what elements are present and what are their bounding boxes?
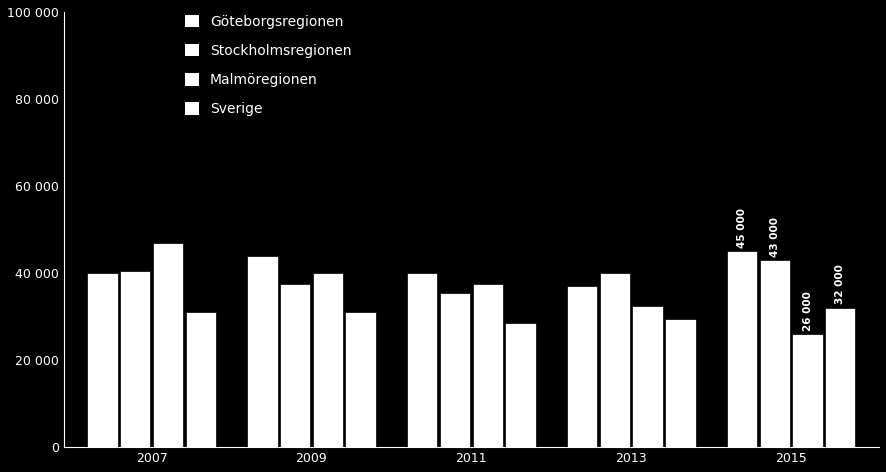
Bar (87, 273, 118, 447)
Bar (313, 273, 343, 447)
Text: 43 000: 43 000 (770, 217, 780, 257)
Bar (346, 312, 376, 447)
Bar (792, 334, 823, 447)
Text: 26 000: 26 000 (803, 291, 812, 330)
Text: 45 000: 45 000 (737, 208, 747, 248)
Bar (665, 319, 696, 447)
Bar (120, 271, 151, 447)
Bar (633, 306, 663, 447)
Bar (727, 251, 758, 447)
Legend: Göteborgsregionen, Stockholmsregionen, Malmöregionen, Sverige: Göteborgsregionen, Stockholmsregionen, M… (185, 15, 351, 117)
Bar (472, 284, 503, 447)
Bar (505, 323, 536, 447)
Bar (247, 256, 277, 447)
Bar (407, 273, 438, 447)
Bar (600, 273, 630, 447)
Text: 32 000: 32 000 (835, 265, 845, 304)
Bar (759, 260, 790, 447)
Bar (825, 308, 856, 447)
Bar (152, 243, 183, 447)
Bar (280, 284, 310, 447)
Bar (439, 293, 470, 447)
Bar (185, 312, 216, 447)
Bar (567, 286, 597, 447)
